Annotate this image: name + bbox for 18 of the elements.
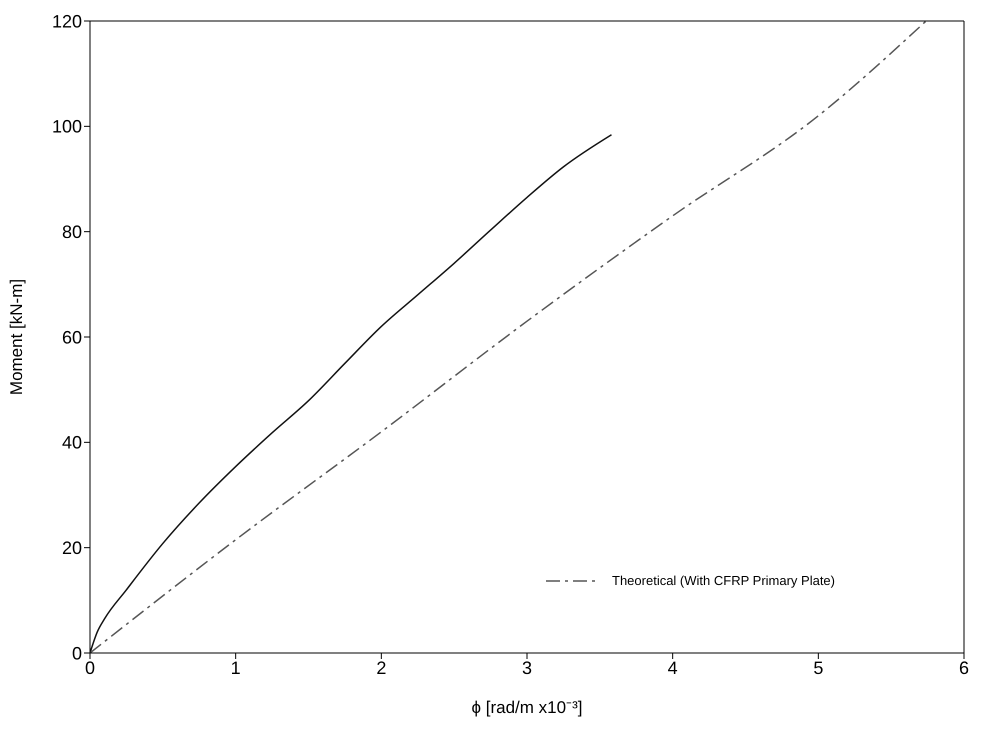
line-series bbox=[90, 134, 612, 653]
x-tick-label: 3 bbox=[522, 658, 532, 678]
x-tick-label: 5 bbox=[813, 658, 824, 678]
y-tick-label: 100 bbox=[52, 116, 82, 137]
legend-label: Theoretical (With CFRP Primary Plate) bbox=[612, 573, 835, 588]
x-tick-label: 1 bbox=[230, 658, 241, 678]
x-tick-label: 2 bbox=[376, 658, 386, 678]
y-tick-label: 0 bbox=[72, 643, 82, 664]
x-axis-title: ϕ [rad/m x10⁻³] bbox=[472, 698, 582, 717]
y-tick-label: 120 bbox=[52, 11, 82, 32]
x-tick-label: 0 bbox=[84, 658, 96, 678]
y-tick-label: 60 bbox=[62, 327, 82, 348]
y-axis-title: Moment [kN-m] bbox=[7, 278, 26, 396]
y-tick-label: 20 bbox=[62, 538, 82, 558]
x-tick-label: 4 bbox=[668, 658, 678, 678]
y-tick-label: 80 bbox=[62, 222, 82, 242]
x-tick-label: 6 bbox=[958, 658, 970, 678]
y-tick-label: 40 bbox=[62, 432, 82, 453]
